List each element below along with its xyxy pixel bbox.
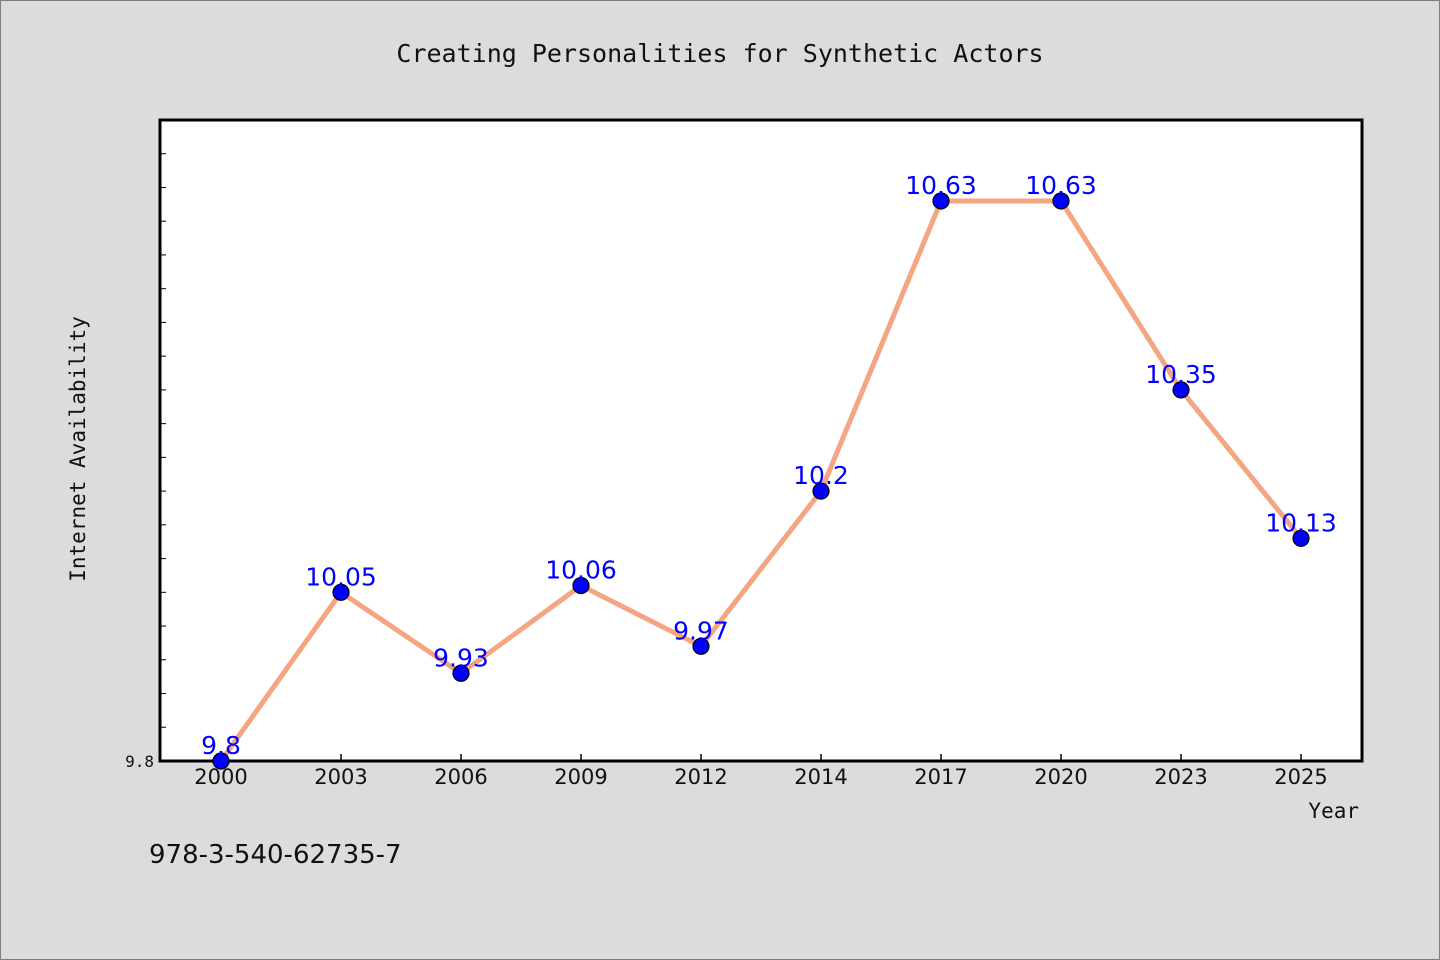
- chart-title: Creating Personalities for Synthetic Act…: [396, 39, 1043, 68]
- x-tick-label: 2017: [914, 765, 967, 789]
- data-point-marker: [452, 664, 470, 682]
- data-label: 10.06: [545, 556, 617, 585]
- x-tick-label: 2003: [314, 765, 367, 789]
- x-axis-label: Year: [1308, 799, 1359, 823]
- data-label: 10.05: [305, 562, 377, 591]
- data-label: 10.63: [1025, 171, 1097, 200]
- x-tick-label: 2025: [1274, 765, 1327, 789]
- x-tick-label: 2014: [794, 765, 847, 789]
- data-label: 9.8: [201, 731, 241, 760]
- data-point-marker: [212, 752, 230, 770]
- x-tick-label: 2009: [554, 765, 607, 789]
- x-tick-label: 2006: [434, 765, 487, 789]
- data-point-marker: [1292, 529, 1310, 547]
- data-label: 9.97: [673, 616, 729, 645]
- data-label: 10.35: [1145, 360, 1217, 389]
- data-point-marker: [1172, 381, 1190, 399]
- y-axis-label: Internet Availability: [66, 316, 90, 582]
- data-point-marker: [332, 583, 350, 601]
- x-tick-label: 2012: [674, 765, 727, 789]
- series-line: [218, 198, 1304, 764]
- plot-area: [158, 118, 1364, 763]
- data-label: 10.2: [793, 461, 849, 490]
- data-label: 10.63: [905, 171, 977, 200]
- data-point-marker: [692, 637, 710, 655]
- x-tick-label: 2023: [1154, 765, 1207, 789]
- data-point-marker: [572, 576, 590, 595]
- y-axis-ticks: 9.8: [125, 119, 166, 771]
- data-point-marker: [1052, 192, 1070, 210]
- x-tick-label: 2020: [1034, 765, 1087, 789]
- data-point-marker: [812, 482, 830, 500]
- series-group: 9.8 10.05 9.93 10.06 9.97 10.2 10.63 10.63 10.35…: [201, 171, 1337, 770]
- isbn-text: 978-3-540-62735-7: [149, 840, 402, 870]
- data-point-marker: [932, 192, 950, 210]
- data-label: 9.93: [433, 643, 489, 672]
- x-axis-ticks: 2000 2003 2006 2009 2012 2014 2017 2020 2023 2025: [194, 754, 1328, 789]
- y-tick-label: 9.8: [125, 752, 154, 771]
- data-label: 10.13: [1265, 508, 1337, 537]
